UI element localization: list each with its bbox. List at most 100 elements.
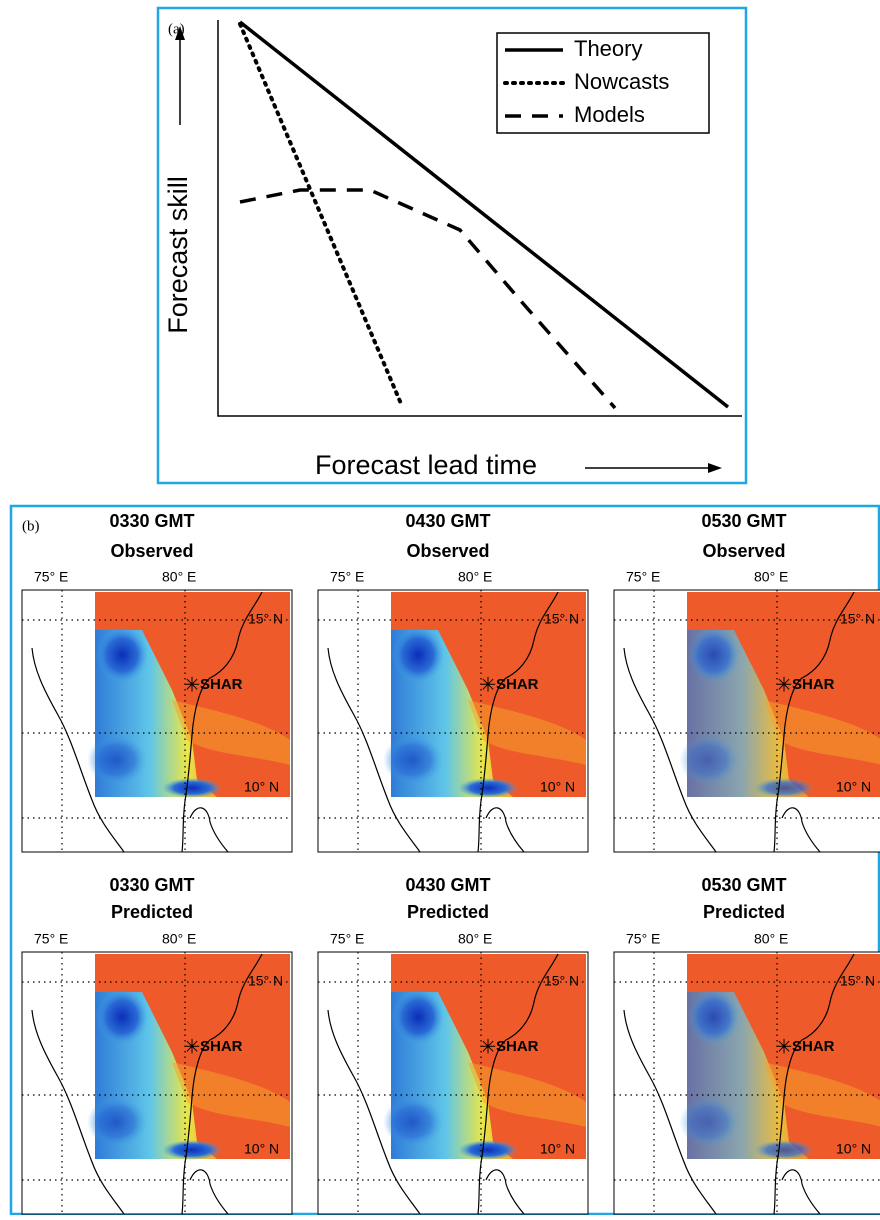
coastline <box>623 1009 717 1215</box>
lon-label: 75° E <box>626 931 660 947</box>
panel-kind: Predicted <box>703 902 785 922</box>
panel-label: (b) <box>22 518 40 534</box>
lat-label: 15° N <box>840 611 875 627</box>
x-axis-label: Forecast lead time <box>315 450 537 480</box>
station-label: SHAR <box>792 676 835 693</box>
station-label: SHAR <box>200 676 243 693</box>
satellite-core <box>162 778 222 798</box>
coastline <box>485 1169 525 1215</box>
satellite-core <box>392 989 444 1045</box>
lat-label: 10° N <box>836 1141 871 1157</box>
panel-kind: Observed <box>406 541 489 561</box>
satellite-core <box>679 735 739 785</box>
map: 15° N 10° N ✳ SHAR <box>21 951 293 1215</box>
panel-time: 0430 GMT <box>405 875 490 895</box>
satellite-core <box>392 627 444 683</box>
satellite-core <box>162 1140 222 1160</box>
lon-label: 80° E <box>458 931 492 947</box>
theory-line <box>238 20 730 409</box>
coastline <box>189 1169 229 1215</box>
satellite-cloud <box>764 1062 880 1127</box>
coastline <box>623 647 717 853</box>
y-axis-label: Forecast skill <box>163 176 193 334</box>
station-marker: ✳ <box>776 1036 793 1058</box>
station-marker: ✳ <box>776 674 793 696</box>
station-marker: ✳ <box>184 674 201 696</box>
coastline <box>181 591 263 853</box>
map: 15° N 10° N ✳ SHAR <box>613 589 880 853</box>
satellite-core <box>96 989 148 1045</box>
coastline <box>327 1009 421 1215</box>
station-label: SHAR <box>496 676 539 693</box>
lat-label: 10° N <box>244 779 279 795</box>
lat-label: 10° N <box>836 779 871 795</box>
satellite-core <box>754 778 814 798</box>
coastline <box>781 807 821 853</box>
satellite-core <box>754 1140 814 1160</box>
map: 15° N 10° N ✳ SHAR <box>613 951 880 1215</box>
lon-label: 75° E <box>626 569 660 585</box>
coastline <box>773 953 855 1215</box>
coastline <box>181 953 263 1215</box>
lon-label: 80° E <box>162 569 196 585</box>
coastline <box>327 647 421 853</box>
legend-label: Theory <box>574 36 642 61</box>
nowcasts-line <box>238 22 404 408</box>
lat-label: 10° N <box>540 779 575 795</box>
panel-time: 0530 GMT <box>701 875 786 895</box>
map: 15° N 10° N ✳ SHAR <box>317 589 589 853</box>
station-marker: ✳ <box>480 674 497 696</box>
lat-label: 15° N <box>544 973 579 989</box>
coastline <box>485 807 525 853</box>
coastline <box>781 1169 821 1215</box>
satellite-core <box>688 989 740 1045</box>
satellite-core <box>96 627 148 683</box>
lat-label: 15° N <box>840 973 875 989</box>
lon-label: 80° E <box>458 569 492 585</box>
satellite-core <box>87 735 147 785</box>
station-label: SHAR <box>792 1038 835 1055</box>
panel-time: 0530 GMT <box>701 511 786 531</box>
panel-time: 0330 GMT <box>109 875 194 895</box>
legend-label: Models <box>574 102 645 127</box>
lon-label: 75° E <box>330 569 364 585</box>
panel-kind: Observed <box>110 541 193 561</box>
lon-label: 80° E <box>754 569 788 585</box>
station-label: SHAR <box>200 1038 243 1055</box>
satellite-core <box>458 1140 518 1160</box>
lon-label: 75° E <box>330 931 364 947</box>
coastline <box>31 1009 125 1215</box>
panel-kind: Predicted <box>111 902 193 922</box>
map: 15° N 10° N ✳ SHAR <box>317 951 589 1215</box>
satellite-cloud <box>764 700 880 765</box>
satellite-core <box>679 1097 739 1147</box>
lat-label: 15° N <box>248 973 283 989</box>
arrowhead <box>175 26 185 40</box>
coastline <box>189 807 229 853</box>
satellite-core <box>458 778 518 798</box>
map: 15° N 10° N ✳ SHAR <box>21 589 293 853</box>
lon-label: 80° E <box>754 931 788 947</box>
arrowhead <box>708 463 722 473</box>
panel-kind: Observed <box>702 541 785 561</box>
coastline <box>477 953 559 1215</box>
station-label: SHAR <box>496 1038 539 1055</box>
satellite-core <box>87 1097 147 1147</box>
lat-label: 15° N <box>248 611 283 627</box>
lat-label: 10° N <box>540 1141 575 1157</box>
panel-time: 0430 GMT <box>405 511 490 531</box>
satellite-core <box>383 1097 443 1147</box>
satellite-core <box>383 735 443 785</box>
coastline <box>773 591 855 853</box>
station-marker: ✳ <box>184 1036 201 1058</box>
coastline <box>477 591 559 853</box>
lat-label: 15° N <box>544 611 579 627</box>
lat-label: 10° N <box>244 1141 279 1157</box>
panel-kind: Predicted <box>407 902 489 922</box>
lon-label: 75° E <box>34 569 68 585</box>
axes <box>217 20 742 417</box>
legend-label: Nowcasts <box>574 69 669 94</box>
panel-time: 0330 GMT <box>109 511 194 531</box>
station-marker: ✳ <box>480 1036 497 1058</box>
